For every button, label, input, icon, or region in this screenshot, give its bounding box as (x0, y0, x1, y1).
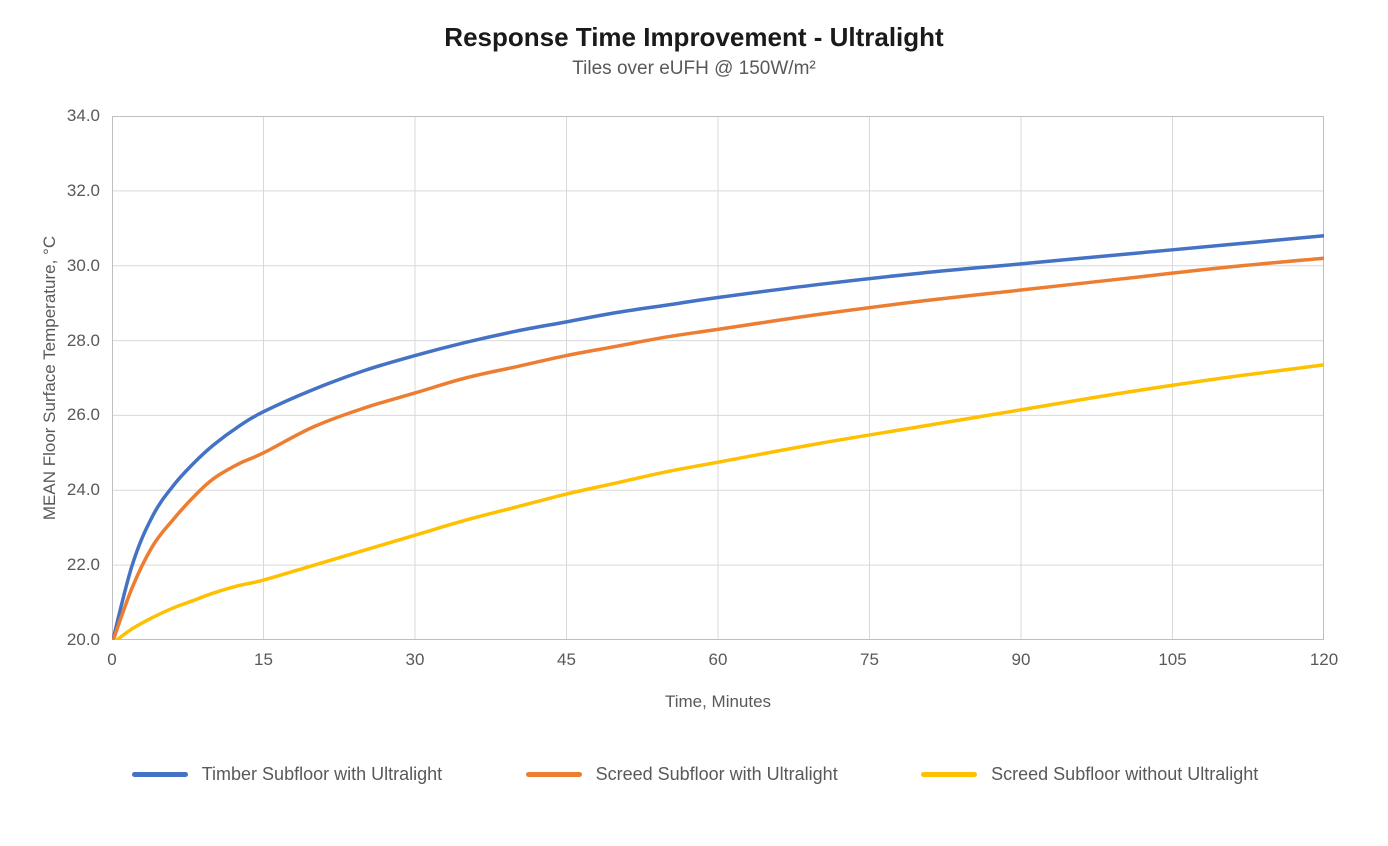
legend: Timber Subfloor with Ultralight Screed Su… (90, 764, 1300, 785)
legend-item-1: Screed Subfloor with Ultralight (526, 764, 838, 785)
legend-label: Timber Subfloor with Ultralight (202, 764, 442, 785)
y-tick-label: 30.0 (67, 256, 100, 276)
y-axis-label: MEAN Floor Surface Temperature, °C (40, 116, 60, 640)
x-tick-label: 105 (1158, 650, 1186, 670)
chart-container: Response Time Improvement - Ultralight T… (0, 0, 1388, 846)
y-tick-label: 34.0 (67, 106, 100, 126)
plot-area (112, 116, 1324, 640)
legend-swatch (132, 772, 188, 777)
x-axis-label: Time, Minutes (112, 692, 1324, 712)
chart-title: Response Time Improvement - Ultralight (0, 22, 1388, 53)
legend-item-0: Timber Subfloor with Ultralight (132, 764, 442, 785)
y-tick-label: 28.0 (67, 331, 100, 351)
legend-swatch (921, 772, 977, 777)
x-tick-label: 0 (107, 650, 116, 670)
x-tick-label: 90 (1012, 650, 1031, 670)
x-tick-label: 30 (406, 650, 425, 670)
x-tick-label: 15 (254, 650, 273, 670)
y-tick-label: 32.0 (67, 181, 100, 201)
y-tick-label: 22.0 (67, 555, 100, 575)
x-tick-label: 75 (860, 650, 879, 670)
x-tick-label: 45 (557, 650, 576, 670)
chart-svg (112, 116, 1324, 640)
y-tick-label: 24.0 (67, 480, 100, 500)
y-tick-label: 20.0 (67, 630, 100, 650)
x-tick-label: 60 (709, 650, 728, 670)
legend-swatch (526, 772, 582, 777)
chart-subtitle: Tiles over eUFH @ 150W/m² (0, 58, 1388, 80)
legend-item-2: Screed Subfloor without Ultralight (921, 764, 1258, 785)
legend-label: Screed Subfloor without Ultralight (991, 764, 1258, 785)
x-tick-label: 120 (1310, 650, 1338, 670)
legend-label: Screed Subfloor with Ultralight (596, 764, 838, 785)
y-tick-label: 26.0 (67, 405, 100, 425)
